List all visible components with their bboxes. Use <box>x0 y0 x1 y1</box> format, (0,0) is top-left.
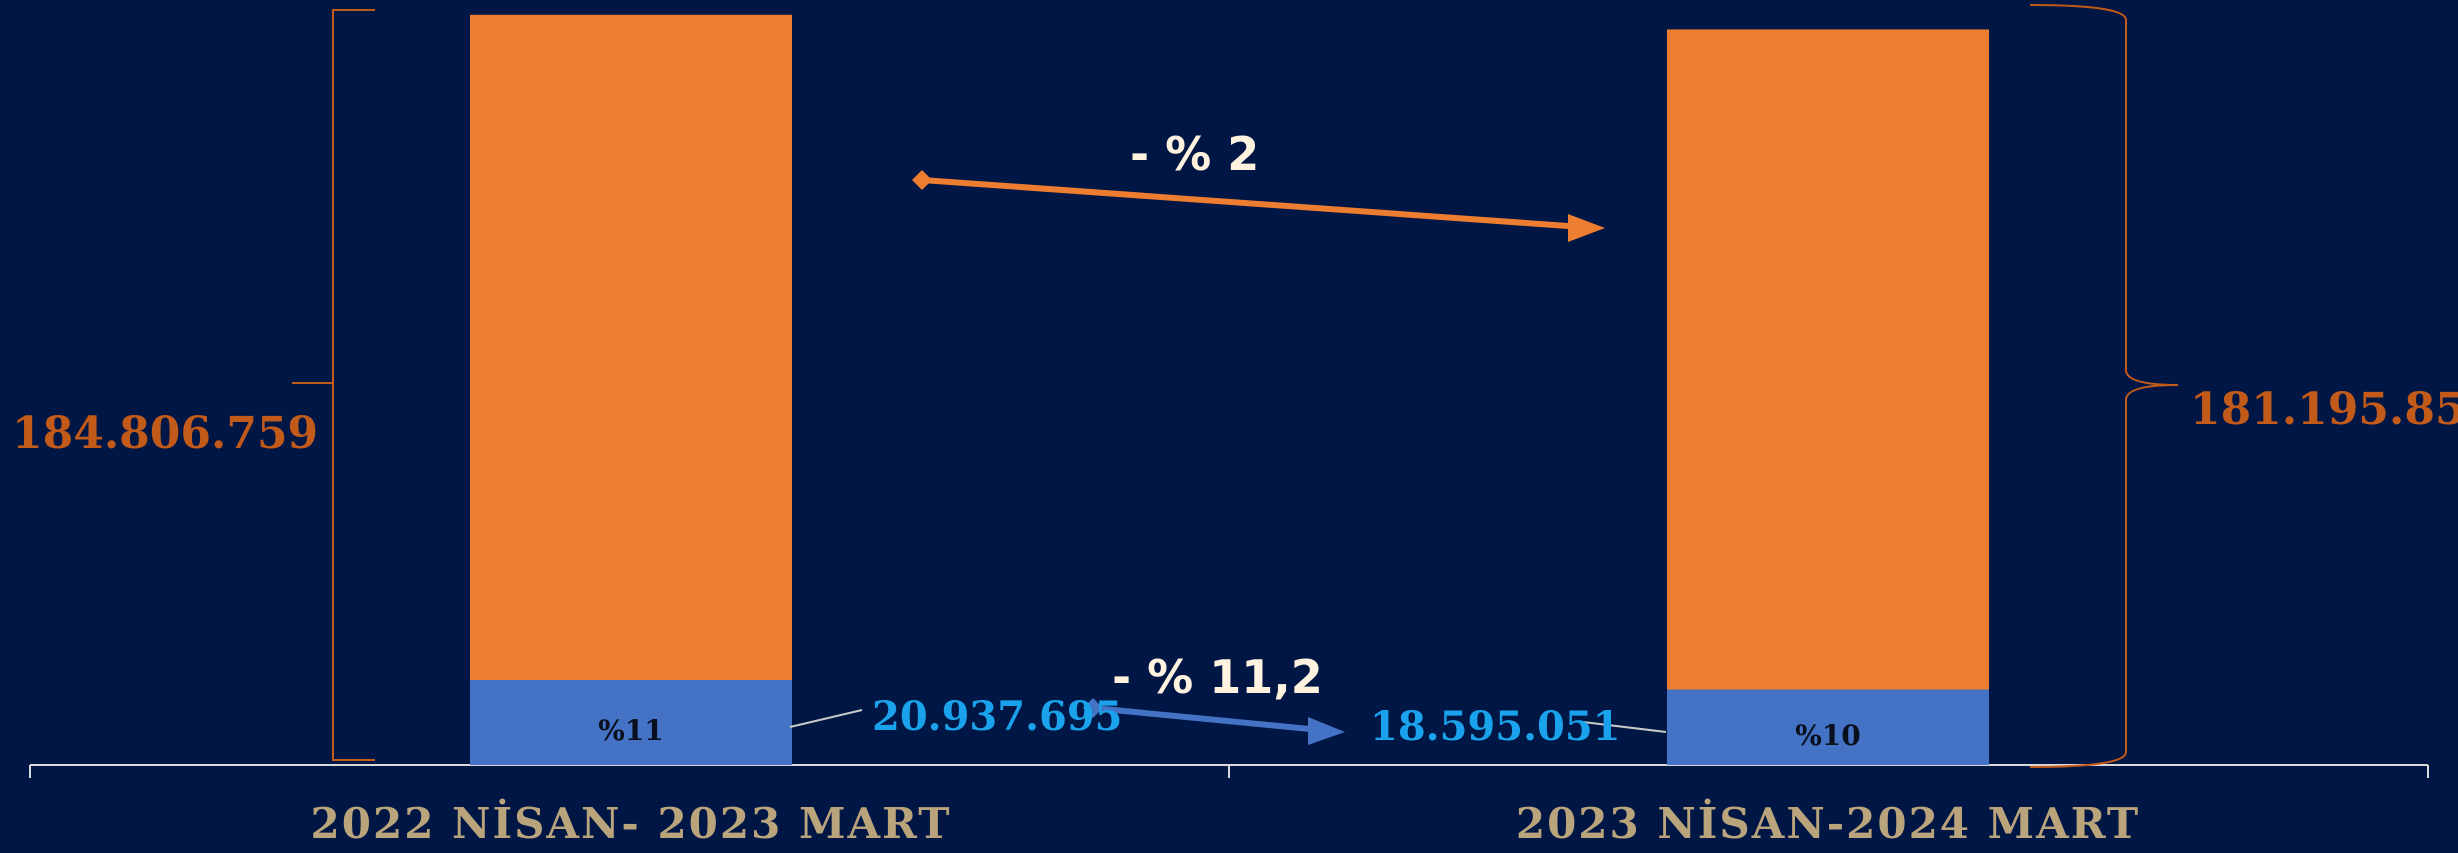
left-blue-leader <box>789 709 863 728</box>
right-total-label: 181.195.858 <box>2190 384 2458 435</box>
left-total-brace <box>292 9 375 761</box>
bar-segment-1-2 <box>470 14 792 681</box>
category-label-2: 2023 NİSAN-2024 MART <box>1516 797 2140 848</box>
left-total-label: 184.806.759 <box>12 408 318 459</box>
bar-segment-1-1 <box>470 680 792 765</box>
bottom-change-label: - % 11,2 <box>1112 650 1323 704</box>
right-share-label: %10 <box>1795 719 1861 752</box>
bar-segment-2-1 <box>1667 689 1989 765</box>
total-change-label: - % 2 <box>1130 127 1259 181</box>
bottom-change-arrow <box>1083 698 1345 745</box>
total-change-arrow <box>912 170 1605 242</box>
left-share-label: %11 <box>598 714 664 747</box>
category-label-1: 2022 NİSAN- 2023 MART <box>311 797 952 848</box>
right-blue-leader <box>1582 721 1667 733</box>
bar-segment-2-2 <box>1667 29 1989 690</box>
right-bottom-value-label: 18.595.051 <box>1370 703 1621 750</box>
left-bottom-value-label: 20.937.695 <box>872 693 1123 740</box>
bars-group <box>470 14 1989 765</box>
x-axis <box>29 764 2429 778</box>
right-total-brace <box>2029 4 2179 768</box>
